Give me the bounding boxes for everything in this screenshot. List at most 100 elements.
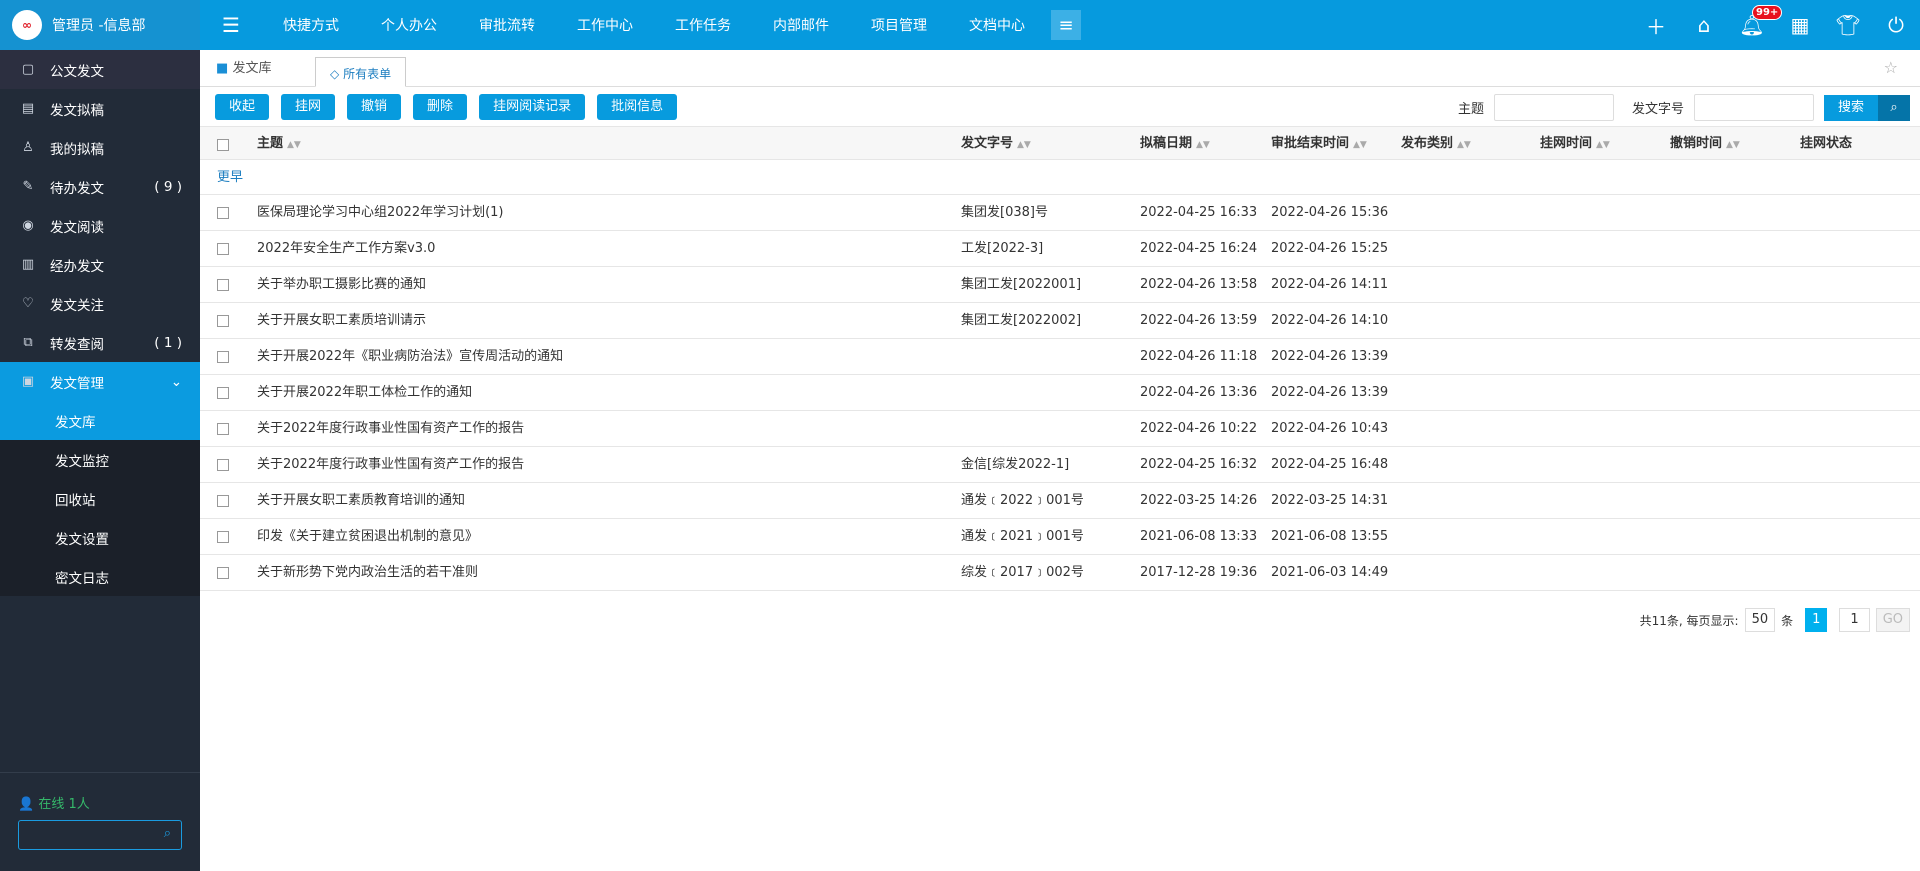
search-button[interactable]: 搜索 xyxy=(1823,94,1878,121)
row-checkbox[interactable] xyxy=(217,279,229,291)
submenu-item[interactable]: 发文监控 xyxy=(55,453,109,470)
nav-item[interactable]: 文档中心 xyxy=(969,18,1025,34)
more-menu-icon[interactable]: ≡ xyxy=(1051,10,1081,40)
row-checkbox[interactable] xyxy=(217,567,229,579)
group-row-earlier[interactable]: 更早 xyxy=(200,160,1920,195)
sort-icon[interactable]: ▲▼ xyxy=(1353,140,1367,150)
home-icon[interactable]: ⌂ xyxy=(1697,13,1711,37)
column-header[interactable]: 发文字号 ▲▼ xyxy=(961,127,1031,162)
apps-icon[interactable]: ▦ xyxy=(1790,13,1810,37)
table-row[interactable]: 关于开展女职工素质培训请示 集团工发[2022002] 2022-04-26 13:… xyxy=(200,303,1920,339)
submenu-item[interactable]: 发文设置 xyxy=(55,531,109,548)
sidebar-item[interactable]: ▣ 发文管理 ⌄ xyxy=(0,362,200,401)
nav-item[interactable]: 个人办公 xyxy=(381,18,437,34)
table-row[interactable]: 关于2022年度行政事业性国有资产工作的报告 2022-04-26 10:22 20… xyxy=(200,411,1920,447)
sidebar-item[interactable]: ⧉ 转发查阅 ( 1 ) xyxy=(0,323,200,362)
select-all-checkbox[interactable] xyxy=(217,139,229,151)
table-row[interactable]: 关于开展2022年职工体检工作的通知 2022-04-26 13:36 2022-0… xyxy=(200,375,1920,411)
table-row[interactable]: 关于举办职工摄影比赛的通知 集团工发[2022001] 2022-04-26 13:… xyxy=(200,267,1920,303)
sidebar-search-input[interactable]: ⌕ xyxy=(18,820,182,850)
row-checkbox[interactable] xyxy=(217,315,229,327)
sort-icon[interactable]: ▲▼ xyxy=(1196,140,1210,150)
cell[interactable]: 印发《关于建立贫困退出机制的意见》 xyxy=(257,529,479,544)
row-checkbox[interactable] xyxy=(217,531,229,543)
toolbar-button[interactable]: 批阅信息 xyxy=(597,93,678,120)
cell[interactable]: 关于开展2022年职工体检工作的通知 xyxy=(257,385,473,400)
table-row[interactable]: 2022年安全生产工作方案v3.0 工发[2022-3] 2022-04-25 16… xyxy=(200,231,1920,267)
toolbar-button[interactable]: 删除 xyxy=(413,93,468,120)
sidebar-item[interactable]: ▥ 经办发文 xyxy=(0,245,200,284)
column-header[interactable]: 撤销时间 ▲▼ xyxy=(1670,127,1740,162)
nav-item[interactable]: 工作任务 xyxy=(675,18,731,34)
sort-icon[interactable]: ▲▼ xyxy=(1596,140,1610,150)
cell[interactable]: 关于开展2022年《职业病防治法》宣传周活动的通知 xyxy=(257,349,564,364)
star-icon[interactable]: ☆ xyxy=(1883,58,1898,77)
sidebar-item[interactable]: ♡ 发文关注 xyxy=(0,284,200,323)
nav-item[interactable]: 审批流转 xyxy=(479,18,535,34)
row-checkbox[interactable] xyxy=(217,387,229,399)
toolbar-button[interactable]: 挂网 xyxy=(281,93,336,120)
cell[interactable]: 关于新形势下党内政治生活的若干准则 xyxy=(257,565,479,580)
cell[interactable]: 关于举办职工摄影比赛的通知 xyxy=(257,277,427,292)
sort-icon[interactable]: ▲▼ xyxy=(1017,140,1031,150)
power-icon[interactable]: ⏻ xyxy=(1888,13,1904,37)
cell[interactable]: 关于2022年度行政事业性国有资产工作的报告 xyxy=(257,421,525,436)
row-checkbox[interactable] xyxy=(217,207,229,219)
tab-all-forms[interactable]: ◇ 所有表单 xyxy=(315,57,407,87)
nav-item[interactable]: 内部邮件 xyxy=(773,18,829,34)
table-row[interactable]: 关于新形势下党内政治生活的若干准则 综发﹝2017﹞002号 2017-12-28 … xyxy=(200,555,1920,591)
number-input[interactable] xyxy=(1693,94,1814,121)
nav-item[interactable]: 项目管理 xyxy=(871,18,927,34)
column-header[interactable]: 主题 ▲▼ xyxy=(257,127,301,162)
sidebar-item[interactable]: ◉ 发文阅读 xyxy=(0,206,200,245)
goto-page-input[interactable]: 1 xyxy=(1839,608,1870,632)
cell[interactable]: 关于2022年度行政事业性国有资产工作的报告 xyxy=(257,457,525,472)
row-checkbox[interactable] xyxy=(217,351,229,363)
table-row[interactable]: 关于开展2022年《职业病防治法》宣传周活动的通知 2022-04-26 11:1… xyxy=(200,339,1920,375)
menu-toggle-icon[interactable]: ☰ xyxy=(222,13,240,37)
sort-icon[interactable]: ▲▼ xyxy=(1457,140,1471,150)
row-checkbox[interactable] xyxy=(217,459,229,471)
submenu-item[interactable]: 密文日志 xyxy=(55,570,109,587)
subject-input[interactable] xyxy=(1493,94,1614,121)
row-checkbox[interactable] xyxy=(217,495,229,507)
row-checkbox[interactable] xyxy=(217,423,229,435)
table-row[interactable]: 印发《关于建立贫困退出机制的意见》 通发﹝2021﹞001号 2021-06-08 … xyxy=(200,519,1920,555)
sidebar-item[interactable]: ▤ 发文拟稿 xyxy=(0,89,200,128)
column-header[interactable]: 挂网状态 xyxy=(1800,127,1852,161)
sidebar-item[interactable]: ✎ 待办发文 ( 9 ) xyxy=(0,167,200,206)
search-icon[interactable]: ⌕ xyxy=(163,826,171,841)
sort-icon[interactable]: ▲▼ xyxy=(287,140,301,150)
go-button[interactable]: GO xyxy=(1875,608,1910,632)
page-1-button[interactable]: 1 xyxy=(1805,608,1828,632)
table-row[interactable]: 关于开展女职工素质教育培训的通知 通发﹝2022﹞001号 2022-03-25 1… xyxy=(200,483,1920,519)
column-header[interactable]: 拟稿日期 ▲▼ xyxy=(1140,127,1210,162)
submenu-item[interactable]: 回收站 xyxy=(55,492,96,509)
toolbar-button[interactable]: 挂网阅读记录 xyxy=(479,93,586,120)
nav-item[interactable]: 快捷方式 xyxy=(283,18,339,34)
cell[interactable]: 关于开展女职工素质培训请示 xyxy=(257,313,427,328)
page-size-input[interactable]: 50 xyxy=(1744,608,1776,632)
toolbar-button[interactable]: 收起 xyxy=(215,93,270,120)
sidebar-item[interactable]: ▢ 公文发文 xyxy=(0,50,200,89)
search-icon[interactable]: ⌕ xyxy=(1878,94,1910,121)
column-header[interactable]: 挂网时间 ▲▼ xyxy=(1540,127,1610,162)
toolbar-button[interactable]: 撤销 xyxy=(347,93,402,120)
table-row[interactable]: 关于2022年度行政事业性国有资产工作的报告 金信[综发2022-1] 2022-0… xyxy=(200,447,1920,483)
nav-item[interactable]: 工作中心 xyxy=(577,18,633,34)
sidebar-item[interactable]: ♙ 我的拟稿 xyxy=(0,128,200,167)
user-name[interactable]: 管理员 -信息部 xyxy=(52,18,146,34)
theme-shirt-icon[interactable]: 👕︎ xyxy=(1835,13,1861,37)
column-header[interactable]: 发布类别 ▲▼ xyxy=(1401,127,1471,162)
cell[interactable]: 关于开展女职工素质教育培训的通知 xyxy=(257,493,466,508)
table-row[interactable]: 医保局理论学习中心组2022年学习计划(1) 集团发[038]号 2022-04-2… xyxy=(200,195,1920,231)
cell[interactable]: 2022年安全生产工作方案v3.0 xyxy=(257,241,436,256)
bell-icon[interactable]: 🔔︎ 99+ xyxy=(1728,5,1783,37)
cell[interactable]: 医保局理论学习中心组2022年学习计划(1) xyxy=(257,205,504,220)
plus-icon[interactable]: ＋ xyxy=(1646,14,1666,39)
submenu-item[interactable]: 发文库 xyxy=(0,401,200,440)
column-header[interactable]: 审批结束时间 ▲▼ xyxy=(1271,127,1367,162)
row-checkbox[interactable] xyxy=(217,243,229,255)
sort-icon[interactable]: ▲▼ xyxy=(1726,140,1740,150)
tab-home[interactable]: ■ 发文库 xyxy=(200,57,315,86)
